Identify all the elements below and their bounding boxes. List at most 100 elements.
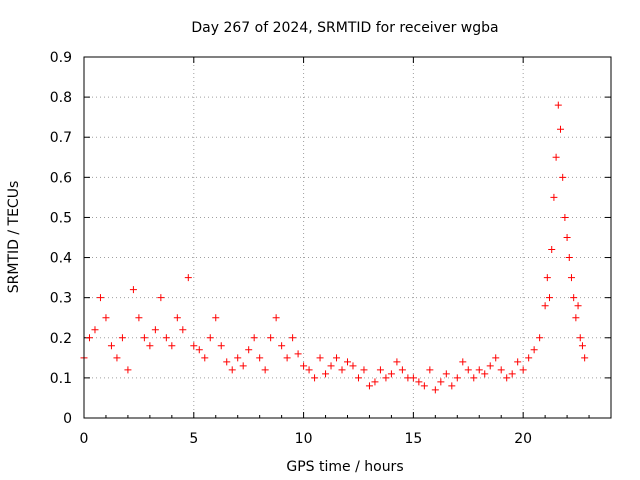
x-tick-label: 0 xyxy=(80,431,89,447)
y-axis-label: SRMTID / TECUs xyxy=(6,181,22,294)
data-point xyxy=(492,354,500,362)
data-point xyxy=(113,354,121,362)
data-point xyxy=(322,370,330,378)
data-point xyxy=(536,334,544,342)
data-point xyxy=(546,294,554,302)
data-points xyxy=(80,101,589,394)
y-tick-label: 0.2 xyxy=(50,331,72,347)
plot-frame xyxy=(83,56,612,419)
data-point xyxy=(453,374,461,382)
data-point xyxy=(543,274,551,282)
data-point xyxy=(283,354,291,362)
data-point xyxy=(354,374,362,382)
data-point xyxy=(360,366,368,374)
data-point xyxy=(420,382,428,390)
data-point xyxy=(151,326,159,334)
y-tick-label: 0.3 xyxy=(50,291,72,307)
data-point xyxy=(184,274,192,282)
data-point xyxy=(572,314,580,322)
data-point xyxy=(294,350,302,358)
data-point xyxy=(576,334,584,342)
data-point xyxy=(548,246,556,254)
data-point xyxy=(256,354,264,362)
data-point xyxy=(173,314,181,322)
data-point xyxy=(190,342,198,350)
data-point xyxy=(195,346,203,354)
data-point xyxy=(179,326,187,334)
data-point xyxy=(570,294,578,302)
data-point xyxy=(554,101,562,109)
data-point xyxy=(475,366,483,374)
data-point xyxy=(415,378,423,386)
y-tick-label: 0.6 xyxy=(50,170,72,186)
data-point xyxy=(129,286,137,294)
data-point xyxy=(157,294,165,302)
data-point xyxy=(550,193,558,201)
data-point xyxy=(305,366,313,374)
data-point xyxy=(567,274,575,282)
data-point xyxy=(162,334,170,342)
data-point xyxy=(470,374,478,382)
data-point xyxy=(349,362,357,370)
data-point xyxy=(212,314,220,322)
x-tick-label: 5 xyxy=(189,431,198,447)
data-point xyxy=(261,366,269,374)
data-point xyxy=(107,342,115,350)
data-point xyxy=(146,342,154,350)
data-point xyxy=(300,362,308,370)
data-point xyxy=(250,334,258,342)
data-point xyxy=(289,334,297,342)
data-point xyxy=(267,334,275,342)
x-tick-label: 15 xyxy=(404,431,422,447)
data-point xyxy=(316,354,324,362)
data-point xyxy=(497,366,505,374)
data-point xyxy=(559,173,567,181)
grid xyxy=(84,57,611,418)
data-point xyxy=(135,314,143,322)
data-point xyxy=(234,354,242,362)
data-point xyxy=(514,358,522,366)
data-point xyxy=(503,374,511,382)
data-point xyxy=(168,342,176,350)
data-point xyxy=(272,314,280,322)
data-point xyxy=(376,366,384,374)
x-tick-label: 20 xyxy=(514,431,532,447)
data-point xyxy=(431,386,439,394)
data-point xyxy=(459,358,467,366)
data-point xyxy=(448,382,456,390)
data-point xyxy=(552,153,560,161)
data-point xyxy=(201,354,209,362)
data-point xyxy=(382,374,390,382)
data-point xyxy=(245,346,253,354)
data-point xyxy=(239,362,247,370)
x-axis-label: GPS time / hours xyxy=(286,459,403,475)
data-point xyxy=(338,366,346,374)
data-point xyxy=(486,362,494,370)
data-point xyxy=(371,378,379,386)
data-point xyxy=(333,354,341,362)
data-point xyxy=(140,334,148,342)
data-point xyxy=(387,370,395,378)
y-tick-label: 0.7 xyxy=(50,130,72,146)
data-point xyxy=(442,370,450,378)
data-point xyxy=(519,366,527,374)
data-point xyxy=(365,382,373,390)
y-tick-label: 0 xyxy=(63,411,72,427)
data-point xyxy=(278,342,286,350)
x-tick-label: 10 xyxy=(295,431,313,447)
data-point xyxy=(206,334,214,342)
data-point xyxy=(563,234,571,241)
data-point xyxy=(393,358,401,366)
y-tick-label: 0.9 xyxy=(50,50,72,66)
data-point xyxy=(327,362,335,370)
y-tick-label: 0.5 xyxy=(50,210,72,226)
data-point xyxy=(124,366,132,374)
data-point xyxy=(96,294,104,302)
data-point xyxy=(223,358,231,366)
data-point xyxy=(409,374,417,382)
data-point xyxy=(541,302,549,310)
axis-ticks: 0 0.1 0.2 0.3 0.4 0.5 0.6 0.7 0.8 0.9 0 5 10 15 20 xyxy=(50,50,612,447)
data-point xyxy=(217,342,225,350)
data-point xyxy=(565,254,573,262)
